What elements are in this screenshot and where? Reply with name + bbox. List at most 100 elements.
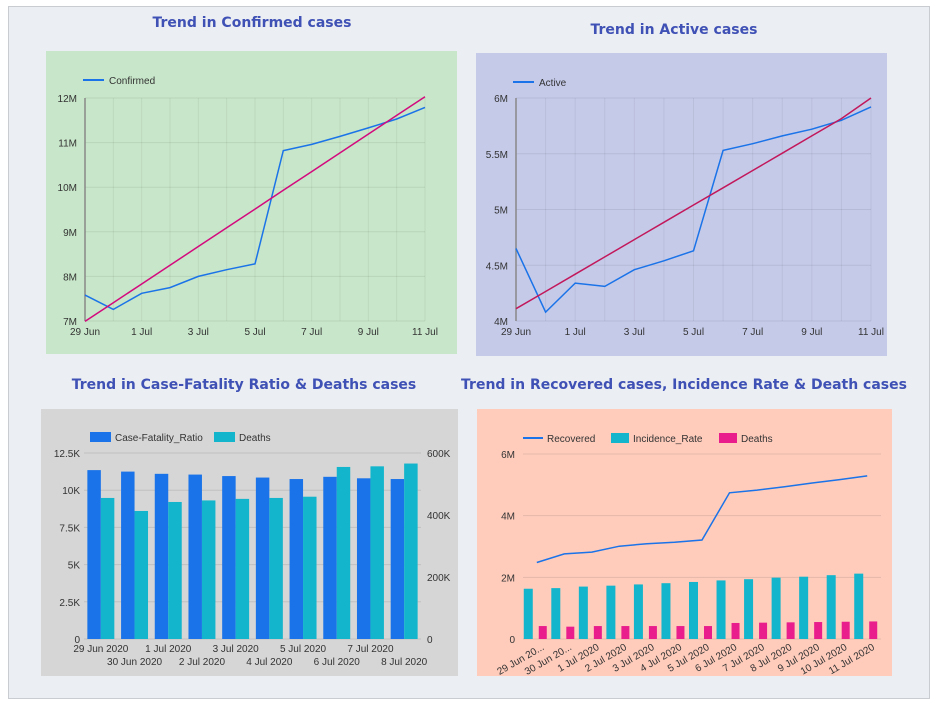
data-point: [811, 128, 813, 130]
y-tick-label: 7M: [63, 317, 77, 328]
x-tick-label: 1 Jul: [565, 327, 586, 338]
y-tick-label: 4M: [494, 317, 508, 328]
x-tick-label: 3 Jul: [188, 327, 209, 338]
bar-deaths: [100, 497, 115, 639]
legend-swatch: [90, 432, 111, 442]
bar-deaths: [336, 466, 351, 639]
y-tick-label: 11M: [58, 139, 77, 150]
bar-deaths: [404, 463, 418, 639]
y-tick-label: 5.5M: [486, 150, 508, 161]
chart-background: [476, 53, 887, 356]
x-tick-label: 5 Jul: [244, 327, 265, 338]
legend-swatch: [214, 432, 235, 442]
y-tick-label: 4.5M: [486, 261, 508, 272]
chart-title-recovered: Trend in Recovered cases, Incidence Rate…: [461, 377, 907, 393]
data-point: [367, 127, 369, 129]
bar-deaths: [648, 626, 657, 639]
y-left-tick-label: 5K: [68, 561, 81, 572]
data-point: [692, 250, 694, 252]
x-tick-label: 3 Jul: [624, 327, 645, 338]
bar-deaths: [168, 501, 182, 639]
series-line-confirmed: [84, 106, 426, 311]
legend-label: Case-Fatality_Ratio: [115, 433, 203, 444]
bar-deaths: [704, 626, 712, 639]
x-tick-label: 1 Jul 2020: [145, 644, 192, 655]
data-point: [197, 275, 199, 277]
bar-case-fatality-ratio: [87, 470, 101, 639]
data-point: [751, 143, 753, 145]
data-point: [225, 269, 227, 271]
cfr-deaths-chart: 0 2.5K 5K 7.5K 10K 12.5K 0 200K 400K 600K 29 Jun 2…: [41, 409, 458, 676]
bar-incidence-rate: [551, 588, 561, 639]
y-left-tick-label: 2.5K: [59, 598, 80, 609]
trendline: [515, 97, 872, 310]
data-point: [633, 269, 635, 271]
data-point: [424, 106, 426, 108]
y-tick-label: 6M: [494, 94, 508, 105]
bar-case-fatality-ratio: [222, 476, 236, 639]
x-tick-label: 5 Jul 2020: [280, 644, 327, 655]
series-line-active: [515, 106, 872, 314]
bar-incidence-rate: [854, 573, 864, 639]
y-tick-label: 4M: [501, 512, 515, 523]
bar-incidence-rate: [771, 577, 781, 639]
x-tick-label: 1 Jul: [131, 327, 152, 338]
bar-deaths: [303, 496, 317, 639]
legend-label: Incidence_Rate: [633, 434, 703, 445]
y-left-tick-label: 12.5K: [54, 449, 80, 460]
data-point: [395, 118, 397, 120]
bar-case-fatality-ratio: [154, 473, 169, 639]
y-tick-label: 2M: [501, 573, 515, 584]
data-point: [574, 282, 576, 284]
data-point: [112, 308, 114, 310]
y-right-tick-label: 200K: [427, 573, 451, 584]
dashboard: Trend in Confirmed cases Trend in Active…: [8, 6, 930, 699]
bar-deaths: [201, 500, 216, 639]
y-tick-label: 5M: [494, 206, 508, 217]
y-left-tick-label: 7.5K: [59, 523, 80, 534]
x-tick-label: 8 Jul 2020: [381, 657, 428, 668]
bar-deaths: [538, 626, 547, 639]
legend-label: Confirmed: [109, 76, 155, 87]
x-tick-label: 9 Jul: [801, 327, 822, 338]
bar-deaths: [841, 621, 850, 639]
panel-1-svg: 4M 4.5M 5M 5.5M 6M 29 Jun 1 Jul 3 Jul 5 Jul 7 Jul…: [476, 53, 887, 356]
bar-deaths: [676, 626, 685, 639]
x-tick-label: 29 Jun: [501, 327, 531, 338]
bar-deaths: [814, 622, 823, 639]
data-point: [310, 143, 312, 145]
bar-deaths: [731, 622, 740, 639]
x-tick-label: 9 Jul: [358, 327, 379, 338]
confirmed-chart: 7M 8M 9M 10M 11M 12M 29 Jun 1 Jul 3 Jul 5 Jul 7 Ju…: [46, 51, 457, 354]
data-point: [781, 135, 783, 137]
x-tick-label: 29 Jun: [70, 327, 100, 338]
data-point: [663, 260, 665, 262]
bar-deaths: [786, 622, 795, 639]
x-tick-label: 3 Jul 2020: [213, 644, 260, 655]
bar-incidence-rate: [744, 579, 754, 639]
bar-case-fatality-ratio: [255, 477, 270, 639]
data-point: [515, 247, 517, 249]
chart-title-cfr-deaths: Trend in Case-Fatality Ratio & Deaths ca…: [71, 377, 417, 393]
x-tick-label: 7 Jul 2020: [347, 644, 394, 655]
bar-deaths: [593, 626, 602, 639]
bar-deaths: [566, 626, 575, 639]
legend-label: Deaths: [741, 434, 773, 445]
x-tick-label: 6 Jul 2020: [314, 657, 361, 668]
bar-deaths: [134, 510, 149, 639]
y-right-tick-label: 400K: [427, 511, 451, 522]
y-right-tick-label: 600K: [427, 449, 451, 460]
data-point: [254, 263, 256, 265]
data-point: [604, 285, 606, 287]
bar-deaths: [235, 498, 250, 639]
data-point: [722, 149, 724, 151]
series-line-recovered: [536, 475, 868, 564]
x-tick-label: 5 Jul: [683, 327, 704, 338]
chart-title-confirmed: Trend in Confirmed cases: [152, 15, 352, 31]
y-right-tick-label: 0: [427, 635, 433, 646]
legend-label: Recovered: [547, 434, 595, 445]
trendline: [84, 96, 426, 323]
x-tick-label: 2 Jul 2020: [179, 657, 226, 668]
bar-incidence-rate: [716, 580, 726, 639]
